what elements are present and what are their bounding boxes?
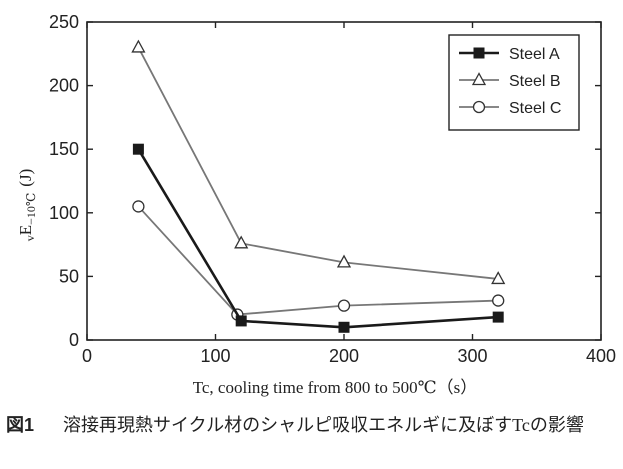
steel-c-line [137,205,499,316]
y-axis-title: vE−10℃ (J) [16,169,38,242]
steel-c-point [492,294,505,307]
steel-b-point [234,235,249,249]
chart: 0 100 200 300 400 0 50 100 150 200 250 Steel A Stee… [16,12,616,397]
figure-number: 図1 [6,415,35,435]
y-axis-title-unit: (J) [16,169,35,187]
steel-a-point [132,143,144,155]
y-tick-label: 50 [59,266,79,286]
y-tick-label: 0 [69,330,79,350]
y-axis-title-sub: −10℃ [24,193,38,225]
figure-caption-text: 溶接再現熱サイクル材のシャルピ吸収エネルギに及ぼすTcの影響 [63,415,584,435]
y-tick-label: 150 [49,139,79,159]
figure-caption: 図1 溶接再現熱サイクル材のシャルピ吸収エネルギに及ぼすTcの影響 [6,413,618,437]
y-axis-title-main: E [16,225,35,235]
steel-a-point [338,321,350,333]
steel-b-point [336,254,352,268]
x-tick-label: 100 [200,346,230,366]
legend-label-steel-a: Steel A [509,46,560,63]
steel-a-line [137,148,499,329]
steel-c-point [132,200,145,213]
legend-label-steel-c: Steel C [509,100,561,117]
y-tick-label: 100 [49,203,79,223]
x-tick-label: 0 [82,346,92,366]
steel-b-point [491,271,506,285]
y-tick-label: 200 [49,76,79,96]
y-tick-label: 250 [49,12,79,32]
steel-c-point [337,299,351,312]
legend-marker-steel-c [472,100,486,114]
x-tick-label: 300 [457,346,487,366]
steel-b-point [131,39,146,53]
legend-box [448,34,580,131]
legend-marker-steel-a [473,47,485,59]
legend-label-steel-b: Steel B [509,73,561,90]
steel-a-point [492,311,504,323]
legend-marker-steel-b [471,72,487,86]
steel-a-point [235,315,247,327]
y-axis-title-prefix: v [23,235,37,241]
x-tick-label: 400 [586,346,616,366]
x-axis-title: Tc, cooling time from 800 to 500℃（s） [193,378,478,397]
x-tick-label: 200 [329,346,359,366]
steel-b-line [137,47,499,280]
